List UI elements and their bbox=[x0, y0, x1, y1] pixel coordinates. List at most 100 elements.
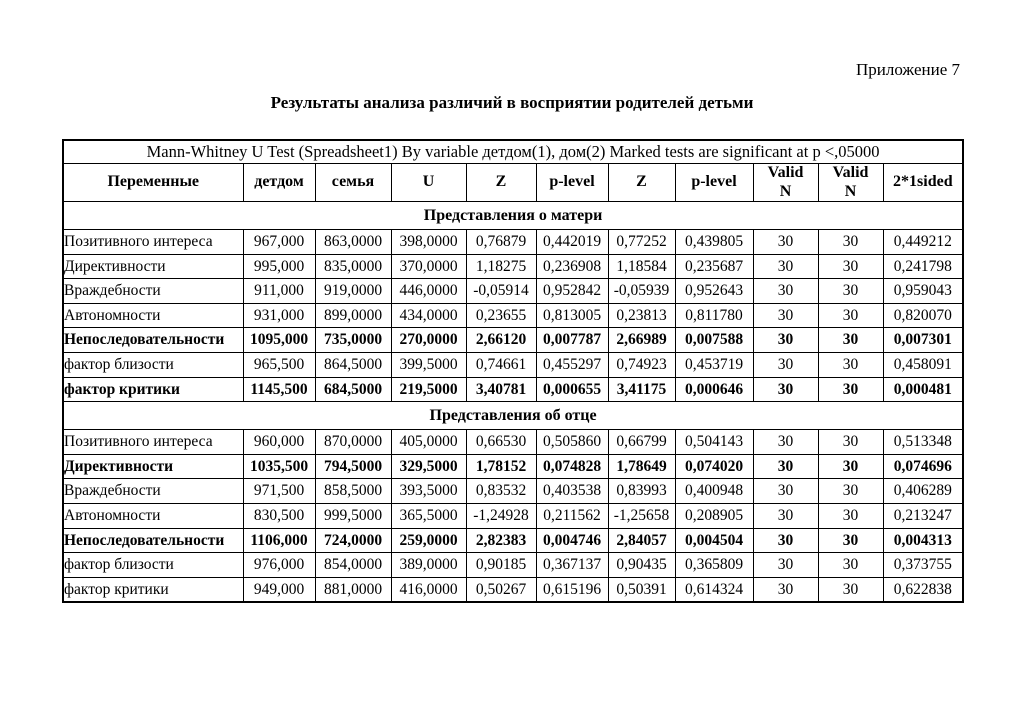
table-row: Непоследовательности 1095,000 735,0000 270,… bbox=[62, 327, 964, 353]
cell-value: 0,66799 bbox=[607, 429, 676, 455]
cell-value: 0,213247 bbox=[882, 502, 964, 529]
cell-value: 0,000646 bbox=[674, 376, 754, 403]
cell-value: 863,0000 bbox=[314, 229, 392, 255]
table-row: Враждебности 971,500 858,5000 393,5000 0,835… bbox=[62, 478, 964, 504]
cell-value: 854,0000 bbox=[314, 552, 392, 578]
cell-value: 0,455297 bbox=[535, 351, 609, 378]
cell-value: -0,05939 bbox=[607, 278, 676, 304]
cell-value: 0,365809 bbox=[674, 552, 754, 578]
cell-value: 0,453719 bbox=[674, 351, 754, 378]
cell-value: 0,952643 bbox=[674, 278, 754, 304]
cell-value: 0,23655 bbox=[465, 302, 537, 329]
cell-value: 881,0000 bbox=[314, 576, 392, 603]
cell-value: 30 bbox=[817, 302, 884, 329]
row-label: Автономности bbox=[62, 302, 244, 329]
row-label: Позитивного интереса bbox=[62, 429, 244, 455]
col-header-z2: Z bbox=[607, 163, 676, 202]
cell-value: 0,235687 bbox=[674, 253, 754, 280]
cell-value: 30 bbox=[817, 229, 884, 255]
cell-value: 1,78649 bbox=[607, 453, 676, 480]
row-label: Автономности bbox=[62, 502, 244, 529]
cell-value: 830,500 bbox=[242, 502, 316, 529]
cell-value: 0,236908 bbox=[535, 253, 609, 280]
cell-value: 0,241798 bbox=[882, 253, 964, 280]
cell-value: 911,000 bbox=[242, 278, 316, 304]
col-header-detdom: детдом bbox=[242, 163, 316, 202]
cell-value: 1,78152 bbox=[465, 453, 537, 480]
cell-value: 0,504143 bbox=[674, 429, 754, 455]
cell-value: 0,367137 bbox=[535, 552, 609, 578]
cell-value: 0,614324 bbox=[674, 576, 754, 603]
cell-value: 949,000 bbox=[242, 576, 316, 603]
cell-value: 0,442019 bbox=[535, 229, 609, 255]
cell-value: 0,004504 bbox=[674, 527, 754, 554]
row-label: Директивности bbox=[62, 453, 244, 480]
cell-value: 1,18275 bbox=[465, 253, 537, 280]
cell-value: 30 bbox=[817, 253, 884, 280]
cell-value: 724,0000 bbox=[314, 527, 392, 554]
cell-value: 0,811780 bbox=[674, 302, 754, 329]
cell-value: 999,5000 bbox=[314, 502, 392, 529]
section-header-row: Представления о матери bbox=[62, 201, 964, 230]
table-row: Автономности 830,500 999,5000 365,5000 -1,24… bbox=[62, 502, 964, 529]
cell-value: 30 bbox=[817, 478, 884, 504]
document-title: Результаты анализа различий в восприятии… bbox=[270, 93, 754, 112]
cell-value: -0,05914 bbox=[465, 278, 537, 304]
cell-value: 0,813005 bbox=[535, 302, 609, 329]
table-row: фактор близости 965,500 864,5000 399,5000 0,… bbox=[62, 351, 964, 378]
cell-value: 30 bbox=[817, 278, 884, 304]
cell-value: 0,373755 bbox=[882, 552, 964, 578]
table-row: Автономности 931,000 899,0000 434,0000 0,236… bbox=[62, 302, 964, 329]
row-label: Директивности bbox=[62, 253, 244, 280]
cell-value: 30 bbox=[817, 527, 884, 554]
cell-value: 30 bbox=[752, 302, 819, 329]
cell-value: 259,0000 bbox=[390, 527, 467, 554]
cell-value: 219,5000 bbox=[390, 376, 467, 403]
cell-value: 1,18584 bbox=[607, 253, 676, 280]
cell-value: 0,458091 bbox=[882, 351, 964, 378]
cell-value: 30 bbox=[752, 351, 819, 378]
section-title: Представления о матери bbox=[62, 201, 964, 230]
cell-value: 2,66989 bbox=[607, 327, 676, 353]
cell-value: 971,500 bbox=[242, 478, 316, 504]
row-label: Позитивного интереса bbox=[62, 229, 244, 255]
cell-value: 30 bbox=[817, 327, 884, 353]
cell-value: 0,74923 bbox=[607, 351, 676, 378]
column-header-row: Переменные детдом семья U Z p-level Z p-… bbox=[62, 163, 964, 202]
cell-value: 30 bbox=[817, 429, 884, 455]
section-title: Представления об отце bbox=[62, 401, 964, 431]
cell-value: 30 bbox=[817, 376, 884, 403]
results-table: Mann-Whitney U Test (Spreadsheet1) By va… bbox=[62, 139, 965, 604]
table-row: фактор критики 1145,500 684,5000 219,5000 3,… bbox=[62, 376, 964, 403]
cell-value: 370,0000 bbox=[390, 253, 467, 280]
table-row: Непоследовательности 1106,000 724,0000 259,… bbox=[62, 527, 964, 554]
cell-value: 3,41175 bbox=[607, 376, 676, 403]
cell-value: 0,007588 bbox=[674, 327, 754, 353]
cell-value: 0,406289 bbox=[882, 478, 964, 504]
table-row: Враждебности 911,000 919,0000 446,0000 -0,05… bbox=[62, 278, 964, 304]
cell-value: 30 bbox=[752, 478, 819, 504]
row-label: Враждебности bbox=[62, 478, 244, 504]
cell-value: 0,449212 bbox=[882, 229, 964, 255]
cell-value: 0,074828 bbox=[535, 453, 609, 480]
cell-value: 0,615196 bbox=[535, 576, 609, 603]
cell-value: 329,5000 bbox=[390, 453, 467, 480]
cell-value: 30 bbox=[752, 502, 819, 529]
cell-value: 0,622838 bbox=[882, 576, 964, 603]
cell-value: 899,0000 bbox=[314, 302, 392, 329]
cell-value: 0,211562 bbox=[535, 502, 609, 529]
col-header-p-level-2: p-level bbox=[674, 163, 754, 202]
cell-value: 0,007787 bbox=[535, 327, 609, 353]
cell-value: 0,50267 bbox=[465, 576, 537, 603]
row-label: Непоследовательности bbox=[62, 327, 244, 353]
cell-value: 30 bbox=[752, 527, 819, 554]
table-row: Директивности 1035,500 794,5000 329,5000 1,7… bbox=[62, 453, 964, 480]
cell-value: 0,90185 bbox=[465, 552, 537, 578]
cell-value: 3,40781 bbox=[465, 376, 537, 403]
cell-value: 434,0000 bbox=[390, 302, 467, 329]
cell-value: 0,000481 bbox=[882, 376, 964, 403]
col-header-variables: Переменные bbox=[62, 163, 244, 202]
cell-value: 30 bbox=[752, 229, 819, 255]
col-header-p-level-1: p-level bbox=[535, 163, 609, 202]
